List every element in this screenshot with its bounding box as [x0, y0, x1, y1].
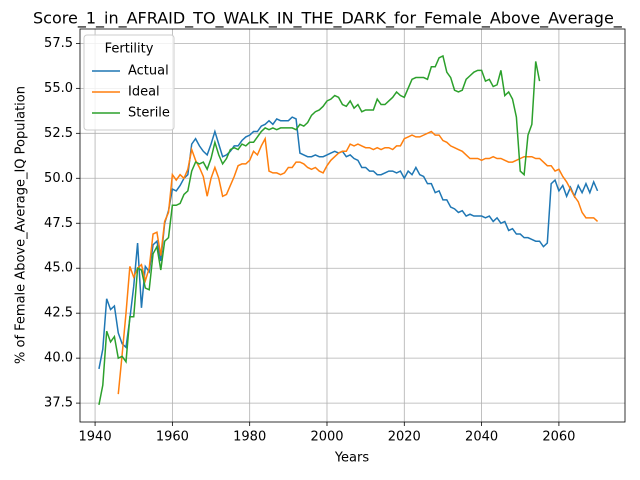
legend-label: Ideal	[128, 85, 160, 100]
series-line	[98, 54, 541, 406]
legend-label: Actual	[128, 64, 169, 79]
x-tick-label: 2000	[310, 430, 343, 445]
x-tick-label: 1940	[79, 430, 112, 445]
x-tick-label: 1960	[156, 430, 189, 445]
y-tick-label: 50.0	[44, 171, 73, 186]
legend-title: Fertility	[105, 42, 154, 57]
y-axis-label: % of Female Above_Average_IQ Population	[14, 86, 29, 364]
x-tick-label: 2040	[465, 430, 498, 445]
x-axis-label: Years	[334, 451, 370, 466]
x-tick-label: 2060	[542, 430, 575, 445]
x-tick-label: 2020	[388, 430, 421, 445]
plot-frame	[79, 28, 626, 423]
y-tick-label: 52.5	[44, 126, 73, 141]
series-line	[98, 116, 599, 370]
y-tick-label: 57.5	[44, 36, 73, 51]
y-tick-label: 37.5	[44, 396, 73, 411]
chart-title: Score_1_in_AFRAID_TO_WALK_IN_THE_DARK_fo…	[33, 9, 623, 29]
x-tick-label: 1980	[233, 430, 266, 445]
y-tick-label: 55.0	[44, 81, 73, 96]
y-tick-label: 40.0	[44, 351, 73, 366]
y-tick-label: 42.5	[44, 306, 73, 321]
legend-box	[83, 34, 175, 131]
series-line	[117, 130, 599, 395]
y-tick-label: 45.0	[44, 261, 73, 276]
legend-label: Sterile	[128, 106, 170, 121]
y-tick-label: 47.5	[44, 216, 73, 231]
